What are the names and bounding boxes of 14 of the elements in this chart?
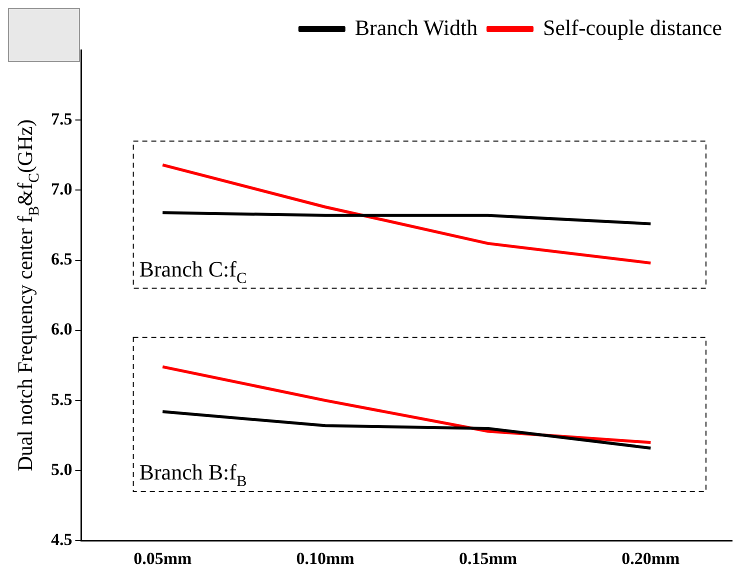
legend-label: Branch Width	[354, 14, 478, 40]
y-tick-label: 5.5	[51, 390, 72, 409]
x-tick-label: 0.15mm	[458, 549, 518, 568]
y-tick-label: 7.0	[51, 180, 72, 199]
y-tick-label: 7.5	[51, 109, 72, 128]
y-tick-label: 6.0	[51, 320, 72, 339]
x-tick-label: 0.10mm	[296, 549, 354, 568]
y-tick-label: 6.5	[51, 250, 72, 269]
y-tick-label: 4.5	[51, 530, 72, 549]
x-tick-label: 0.20mm	[622, 549, 680, 568]
x-tick-label: 0.05mm	[134, 549, 192, 568]
legend-label: Self-couple distance	[543, 14, 722, 40]
y-axis-title: Dual notch Frequency center fB&fC(GHz)	[13, 119, 42, 472]
y-tick-label: 5.0	[51, 460, 72, 479]
